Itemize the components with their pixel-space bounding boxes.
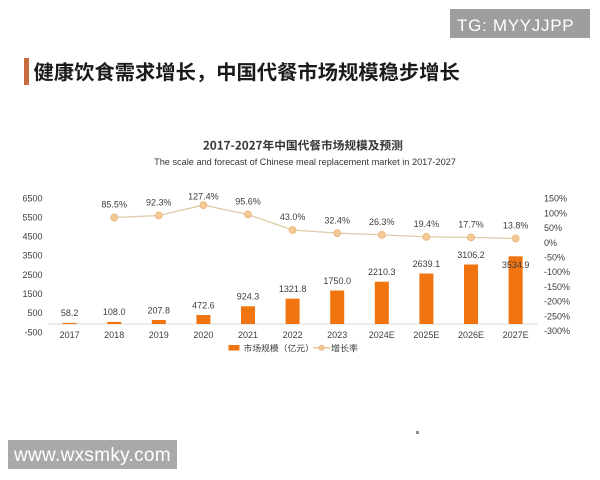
svg-text:5500: 5500 — [22, 212, 42, 222]
svg-text:2026E: 2026E — [458, 330, 484, 340]
svg-text:2017: 2017 — [60, 330, 80, 340]
svg-text:2020: 2020 — [193, 330, 213, 340]
svg-text:100%: 100% — [544, 208, 567, 218]
svg-text:-500: -500 — [24, 327, 42, 337]
svg-text:2022: 2022 — [283, 330, 303, 340]
svg-text:207.8: 207.8 — [148, 305, 171, 315]
svg-text:3534.9: 3534.9 — [502, 260, 530, 270]
svg-text:58.2: 58.2 — [61, 308, 79, 318]
svg-text:-200%: -200% — [544, 297, 570, 307]
svg-text:3500: 3500 — [22, 251, 42, 261]
svg-text:50%: 50% — [544, 223, 562, 233]
svg-text:108.0: 108.0 — [103, 307, 126, 317]
svg-text:2019: 2019 — [149, 330, 169, 340]
svg-text:17.7%: 17.7% — [458, 220, 484, 230]
svg-text:2023: 2023 — [327, 330, 347, 340]
svg-text:1500: 1500 — [22, 289, 42, 299]
svg-text:2024E: 2024E — [369, 330, 395, 340]
svg-text:95.6%: 95.6% — [235, 197, 261, 207]
svg-text:-100%: -100% — [544, 267, 570, 277]
svg-text:2018: 2018 — [104, 330, 124, 340]
svg-text:85.5%: 85.5% — [101, 200, 127, 210]
svg-text:-150%: -150% — [544, 282, 570, 292]
svg-text:92.3%: 92.3% — [146, 198, 172, 208]
svg-text:-50%: -50% — [544, 253, 565, 263]
svg-text:2210.3: 2210.3 — [368, 267, 396, 277]
svg-text:19.4%: 19.4% — [414, 219, 440, 229]
svg-text:1750.0: 1750.0 — [323, 276, 351, 286]
svg-text:43.0%: 43.0% — [280, 212, 306, 222]
svg-text:-300%: -300% — [544, 326, 570, 336]
svg-text:2027E: 2027E — [503, 330, 529, 340]
svg-text:127.4%: 127.4% — [188, 191, 219, 201]
svg-text:500: 500 — [27, 308, 42, 318]
svg-text:3106.2: 3106.2 — [457, 250, 485, 260]
svg-text:32.4%: 32.4% — [324, 215, 350, 225]
svg-text:-250%: -250% — [544, 311, 570, 321]
svg-text:472.6: 472.6 — [192, 300, 215, 310]
svg-text:1321.8: 1321.8 — [279, 284, 307, 294]
svg-text:13.8%: 13.8% — [503, 221, 529, 231]
svg-text:4500: 4500 — [22, 232, 42, 242]
svg-text:2025E: 2025E — [413, 330, 439, 340]
svg-text:150%: 150% — [544, 194, 567, 204]
svg-text:2021: 2021 — [238, 330, 258, 340]
svg-text:2500: 2500 — [22, 270, 42, 280]
svg-text:924.3: 924.3 — [237, 292, 260, 302]
svg-text:2639.1: 2639.1 — [413, 259, 441, 269]
svg-text:6500: 6500 — [22, 193, 42, 203]
svg-text:26.3%: 26.3% — [369, 217, 395, 227]
svg-text:0%: 0% — [544, 238, 557, 248]
